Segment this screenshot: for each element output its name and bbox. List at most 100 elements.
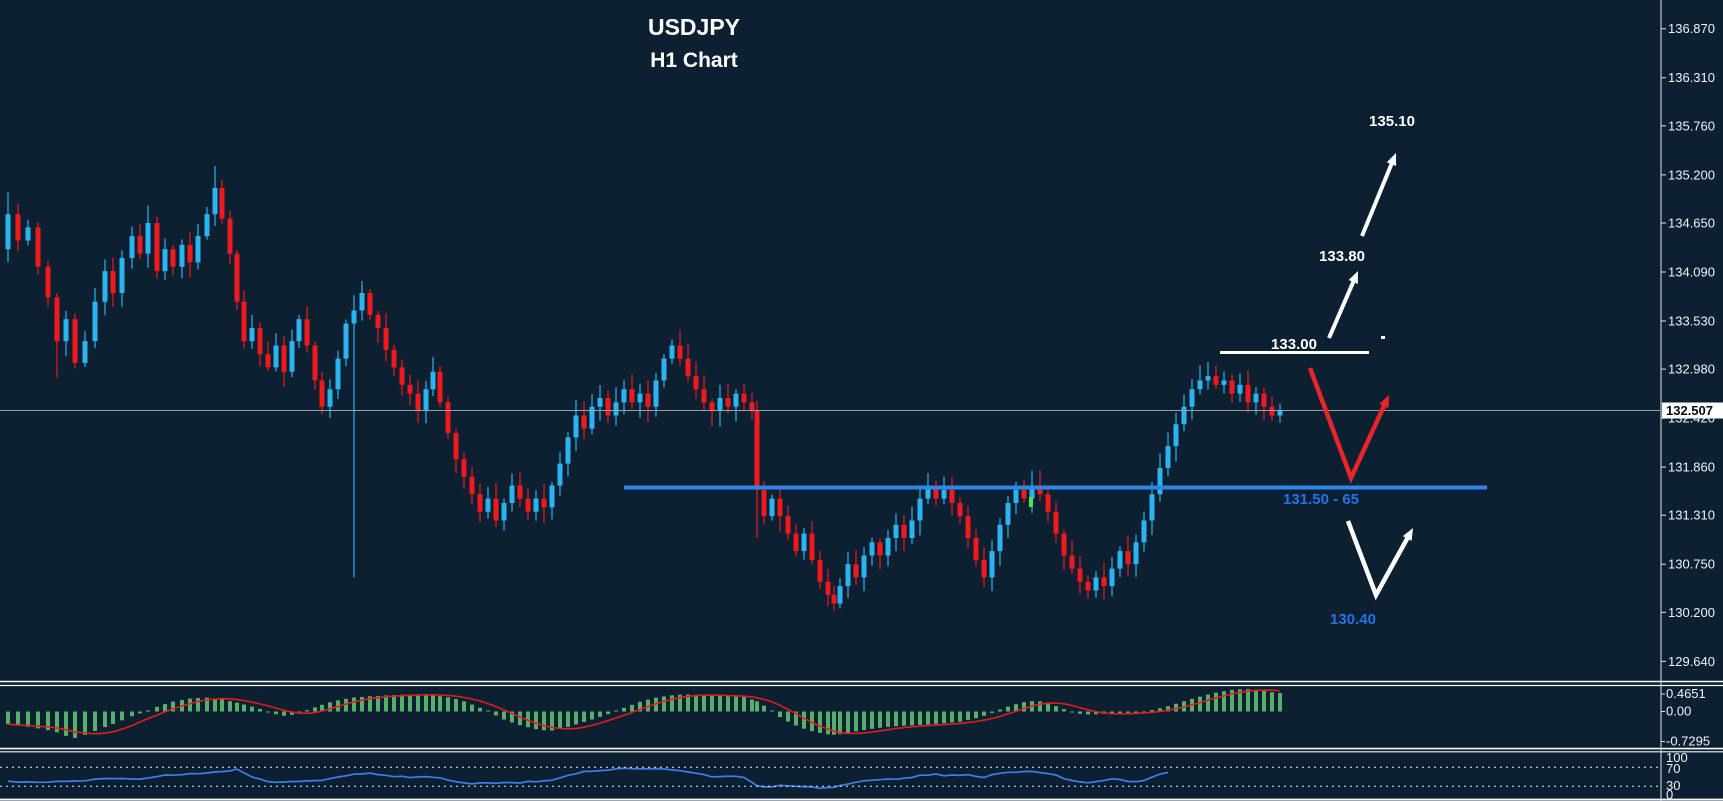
histogram-bar [826,711,830,735]
candle-bear [517,485,523,499]
histogram-bar [770,710,774,712]
histogram-bar [384,695,388,712]
histogram-bar [424,694,428,712]
histogram-bar [1230,689,1234,712]
histogram-bar [120,711,124,721]
histogram-bar [470,704,474,712]
histogram-bar [360,696,364,712]
histogram-bar [250,706,254,712]
histogram-bar [598,711,602,717]
candle-bear [383,327,389,350]
candle-bull [289,341,295,372]
histogram-bar [55,711,59,733]
histogram-bar [510,711,514,723]
oscillator-line [7,767,1169,790]
label-resistance-133-00: 133.00 [1271,336,1317,353]
arrow-up-to-133-80-head [1348,271,1358,284]
candle-bull [1181,406,1187,425]
candle-bear [981,559,987,578]
arrow-red-pullback-v[interactable] [1307,367,1389,484]
candle-bull [1093,577,1099,591]
histogram-bar [854,711,858,732]
candle-bear [35,227,41,267]
candle-bull [162,249,168,272]
histogram-bar [446,697,450,712]
candle-bear [407,384,413,394]
arrow-white-dip-v-head [1402,528,1413,541]
histogram-bar [742,697,746,712]
histogram-bar [958,711,962,722]
chart-title-timeframe: H1 Chart [650,49,738,72]
candle-bear [741,393,747,403]
candle-bull [1149,494,1155,521]
histogram-bar [171,701,175,712]
histogram-bar [400,694,404,712]
candle-bull [621,389,627,403]
candle-bull [343,323,349,359]
histogram-bar [1006,706,1010,712]
histogram-bar [606,711,610,715]
histogram-bar [73,711,77,738]
candle-bull [869,542,875,556]
histogram-bar [998,709,1002,712]
histogram-scale-label: -0.7295 [1666,734,1710,749]
candle-bull [997,524,1003,552]
candle-bear [45,266,51,298]
candle-bear [391,349,397,368]
histogram-bar [1014,704,1018,712]
candle-bear [477,494,483,512]
label-support-zone: 131.50 - 65 [1283,491,1359,508]
histogram-bar [918,711,922,725]
candle-bear [437,371,443,403]
arrow-up-to-135-10[interactable] [1360,158,1396,237]
candle-bull [1237,384,1243,394]
y-axis-tick-label: 134.090 [1668,264,1715,279]
histogram-bar [794,711,798,726]
candle-bull [917,498,923,521]
candle-bull [989,551,995,578]
histogram-bar [163,704,167,712]
candle-bear [677,345,683,359]
histogram-bar [832,711,836,735]
label-target-133-80: 133.80 [1319,248,1365,265]
current-price-value: 132.507 [1666,403,1713,418]
candle-bear [1053,511,1059,534]
histogram-bar [408,694,412,712]
candle-bull [179,244,185,267]
candle-bear [15,214,21,241]
candle-bear [965,516,971,538]
candle-bear [825,581,831,595]
histogram-bar [1094,711,1098,715]
histogram-bar [574,711,578,725]
histogram-bar [670,695,674,712]
candle-bull [102,271,108,302]
histogram-bar [235,702,239,712]
histogram-bar [1022,702,1026,712]
histogram-bar [755,701,759,712]
y-axis-tick-label: 135.200 [1668,167,1715,182]
histogram-bar [26,711,30,727]
histogram-bar [46,711,50,731]
arrow-white-dip-v[interactable] [1345,520,1412,601]
arrow-up-to-133-80[interactable] [1327,276,1358,339]
histogram-bar [886,711,890,727]
histogram-bar [416,694,420,712]
histogram-bar [1046,702,1050,712]
y-axis-labels[interactable]: 136.870 136.310 135.760 135.200 134.650 134.0… [1661,21,1715,801]
histogram-bar [320,704,324,712]
histogram-bar [878,711,882,728]
histogram-bar [196,698,200,712]
candle-bear [541,498,547,508]
candle-bear [1037,485,1043,495]
oscillator-scale-label: 100 [1666,750,1688,765]
candle-bear [754,411,760,490]
histogram-bar [1062,709,1066,712]
candle-bear [265,354,271,368]
candle-bear [319,380,325,407]
candle-bull [327,389,333,407]
histogram-bar [646,699,650,712]
oscillator-scale-label: 70 [1666,761,1680,776]
candle-bull [92,301,98,342]
